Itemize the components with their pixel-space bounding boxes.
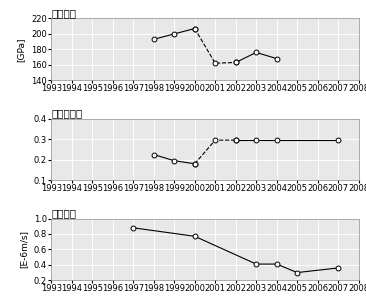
Text: ヤング率: ヤング率	[51, 8, 76, 18]
Y-axis label: [GPa]: [GPa]	[16, 37, 26, 62]
Text: ポアソン比: ポアソン比	[51, 108, 82, 118]
Y-axis label: [E-6m/s]: [E-6m/s]	[19, 230, 28, 268]
Text: 透水係数: 透水係数	[51, 208, 76, 218]
